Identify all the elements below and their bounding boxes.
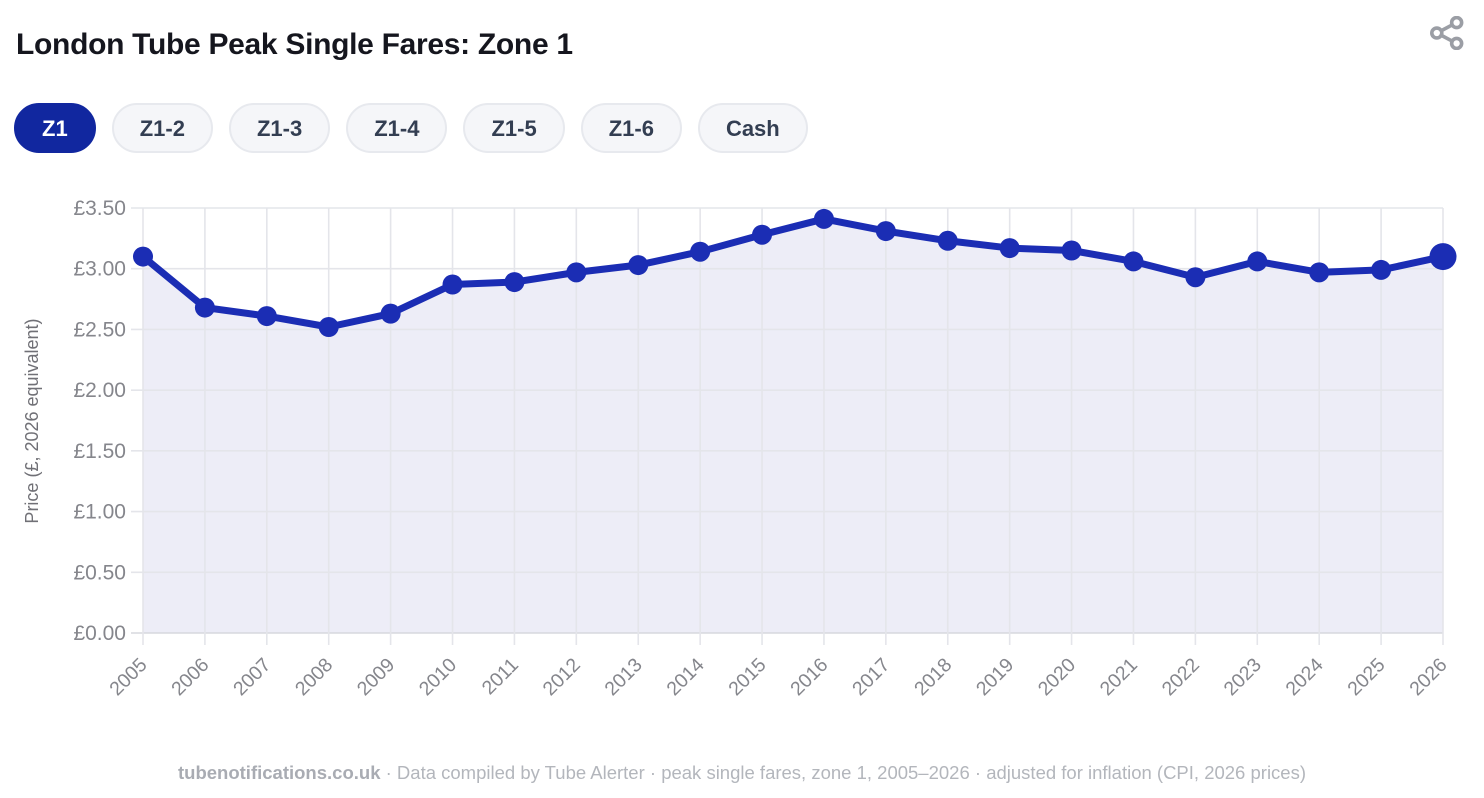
data-point-2018[interactable] — [937, 230, 958, 251]
data-point-2021[interactable] — [1123, 251, 1144, 272]
data-point-2009[interactable] — [380, 303, 401, 324]
y-tick-label: £3.00 — [73, 258, 126, 281]
data-point-2016[interactable] — [813, 208, 834, 229]
x-tick-label: 2010 — [415, 654, 461, 700]
data-point-2026[interactable] — [1429, 243, 1457, 271]
x-tick-label: 2006 — [167, 654, 213, 700]
x-tick-label: 2020 — [1034, 654, 1080, 700]
x-tick-label: 2014 — [662, 654, 708, 700]
x-tick-label: 2011 — [478, 654, 523, 699]
filter-z1-4[interactable]: Z1-4 — [346, 103, 448, 153]
data-point-2013[interactable] — [628, 255, 649, 276]
data-point-2019[interactable] — [999, 238, 1020, 259]
data-point-2008[interactable] — [318, 317, 339, 337]
data-point-2014[interactable] — [690, 241, 711, 262]
y-tick-label: £2.00 — [73, 379, 126, 402]
footer-text: · Data compiled by Tube Alerter · peak s… — [380, 762, 1306, 783]
data-point-2022[interactable] — [1185, 267, 1206, 288]
x-tick-label: 2017 — [848, 654, 894, 700]
data-point-2025[interactable] — [1371, 259, 1392, 280]
data-point-2007[interactable] — [256, 306, 277, 327]
fare-line — [139, 215, 1447, 331]
data-point-2017[interactable] — [875, 221, 896, 242]
filter-z1-5[interactable]: Z1-5 — [463, 103, 565, 153]
x-tick-label: 2025 — [1343, 654, 1389, 700]
data-point-2010[interactable] — [442, 274, 463, 295]
y-tick-label: £1.50 — [73, 440, 126, 463]
filter-z1-6[interactable]: Z1-6 — [580, 103, 682, 153]
x-tick-label: 2026 — [1405, 654, 1451, 700]
x-tick-label: 2023 — [1220, 654, 1266, 700]
y-tick-label: £1.00 — [73, 501, 126, 524]
x-tick-label: 2018 — [910, 654, 956, 700]
page-title: London Tube Peak Single Fares: Zone 1 — [16, 28, 573, 61]
x-tick-label: 2022 — [1158, 654, 1204, 700]
y-tick-label: £0.00 — [73, 622, 126, 645]
x-tick-label: 2024 — [1281, 654, 1327, 700]
filter-z1-3[interactable]: Z1-3 — [228, 103, 331, 153]
filter-z1-2[interactable]: Z1-2 — [111, 103, 213, 153]
share-button[interactable] — [1429, 15, 1464, 51]
data-point-2006[interactable] — [194, 297, 215, 318]
footer-source: tubenotifications.co.uk — [178, 762, 381, 783]
area-fill — [143, 218, 1443, 633]
x-tick-label: 2015 — [724, 654, 770, 700]
header: London Tube Peak Single Fares: Zone 1 — [0, 0, 1484, 80]
x-tick-label: 2019 — [972, 654, 1018, 700]
footer-caption: tubenotifications.co.uk · Data compiled … — [0, 762, 1484, 784]
y-tick-label: £2.50 — [73, 318, 126, 341]
data-point-2024[interactable] — [1309, 262, 1330, 283]
zone-filter-bar: Z1 Z1-2 Z1-3 Z1-4 Z1-5 Z1-6 Cash — [14, 103, 808, 153]
x-tick-label: 2008 — [291, 654, 337, 700]
data-point-2015[interactable] — [752, 224, 773, 245]
share-icon — [1429, 15, 1464, 51]
x-tick-label: 2005 — [105, 654, 151, 700]
x-tick-label: 2009 — [353, 654, 399, 700]
x-tick-label: 2012 — [539, 654, 585, 700]
data-point-2020[interactable] — [1061, 240, 1082, 261]
data-point-2023[interactable] — [1247, 251, 1268, 272]
data-point-2005[interactable] — [133, 246, 153, 267]
data-point-2012[interactable] — [566, 262, 587, 283]
y-tick-label: £0.50 — [73, 561, 126, 584]
data-point-2011[interactable] — [504, 272, 525, 293]
x-tick-label: 2021 — [1096, 654, 1142, 700]
y-axis-title: Price (£, 2026 equivalent) — [22, 318, 42, 523]
x-tick-label: 2016 — [786, 654, 832, 700]
filter-z1[interactable]: Z1 — [14, 103, 96, 153]
x-tick-label: 2007 — [229, 654, 275, 700]
filter-cash[interactable]: Cash — [697, 103, 808, 153]
x-tick-label: 2013 — [601, 654, 647, 700]
y-tick-label: £3.50 — [73, 197, 126, 220]
